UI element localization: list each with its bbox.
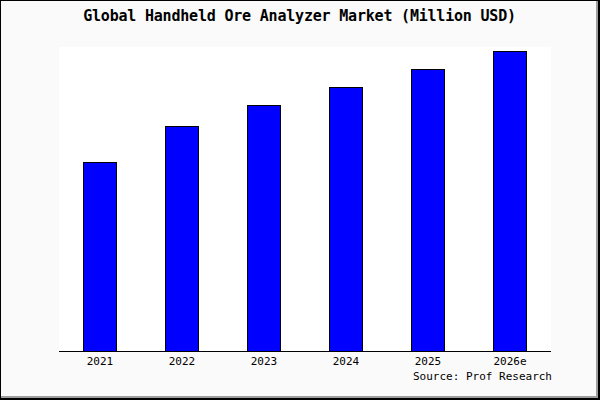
x-tick-2021: 2021 bbox=[59, 356, 141, 368]
chart-title: Global Handheld Ore Analyzer Market (Mil… bbox=[1, 7, 598, 25]
bar-2026e bbox=[493, 51, 527, 351]
bar-2025 bbox=[411, 69, 445, 351]
bar-2023 bbox=[247, 105, 281, 351]
chart-figure: Global Handheld Ore Analyzer Market (Mil… bbox=[0, 0, 600, 400]
plot-area bbox=[59, 47, 551, 352]
bar-2024 bbox=[329, 87, 363, 351]
x-axis-ticks: 202120222023202420252026e bbox=[59, 356, 551, 368]
x-tick-2024: 2024 bbox=[305, 356, 387, 368]
bar-2021 bbox=[83, 162, 117, 351]
x-tick-2025: 2025 bbox=[387, 356, 469, 368]
bars bbox=[59, 47, 551, 351]
bar-2022 bbox=[165, 126, 199, 351]
x-tick-2026e: 2026e bbox=[469, 356, 551, 368]
x-tick-2022: 2022 bbox=[141, 356, 223, 368]
x-tick-2023: 2023 bbox=[223, 356, 305, 368]
source-credit: Source: Prof Research bbox=[413, 370, 552, 383]
